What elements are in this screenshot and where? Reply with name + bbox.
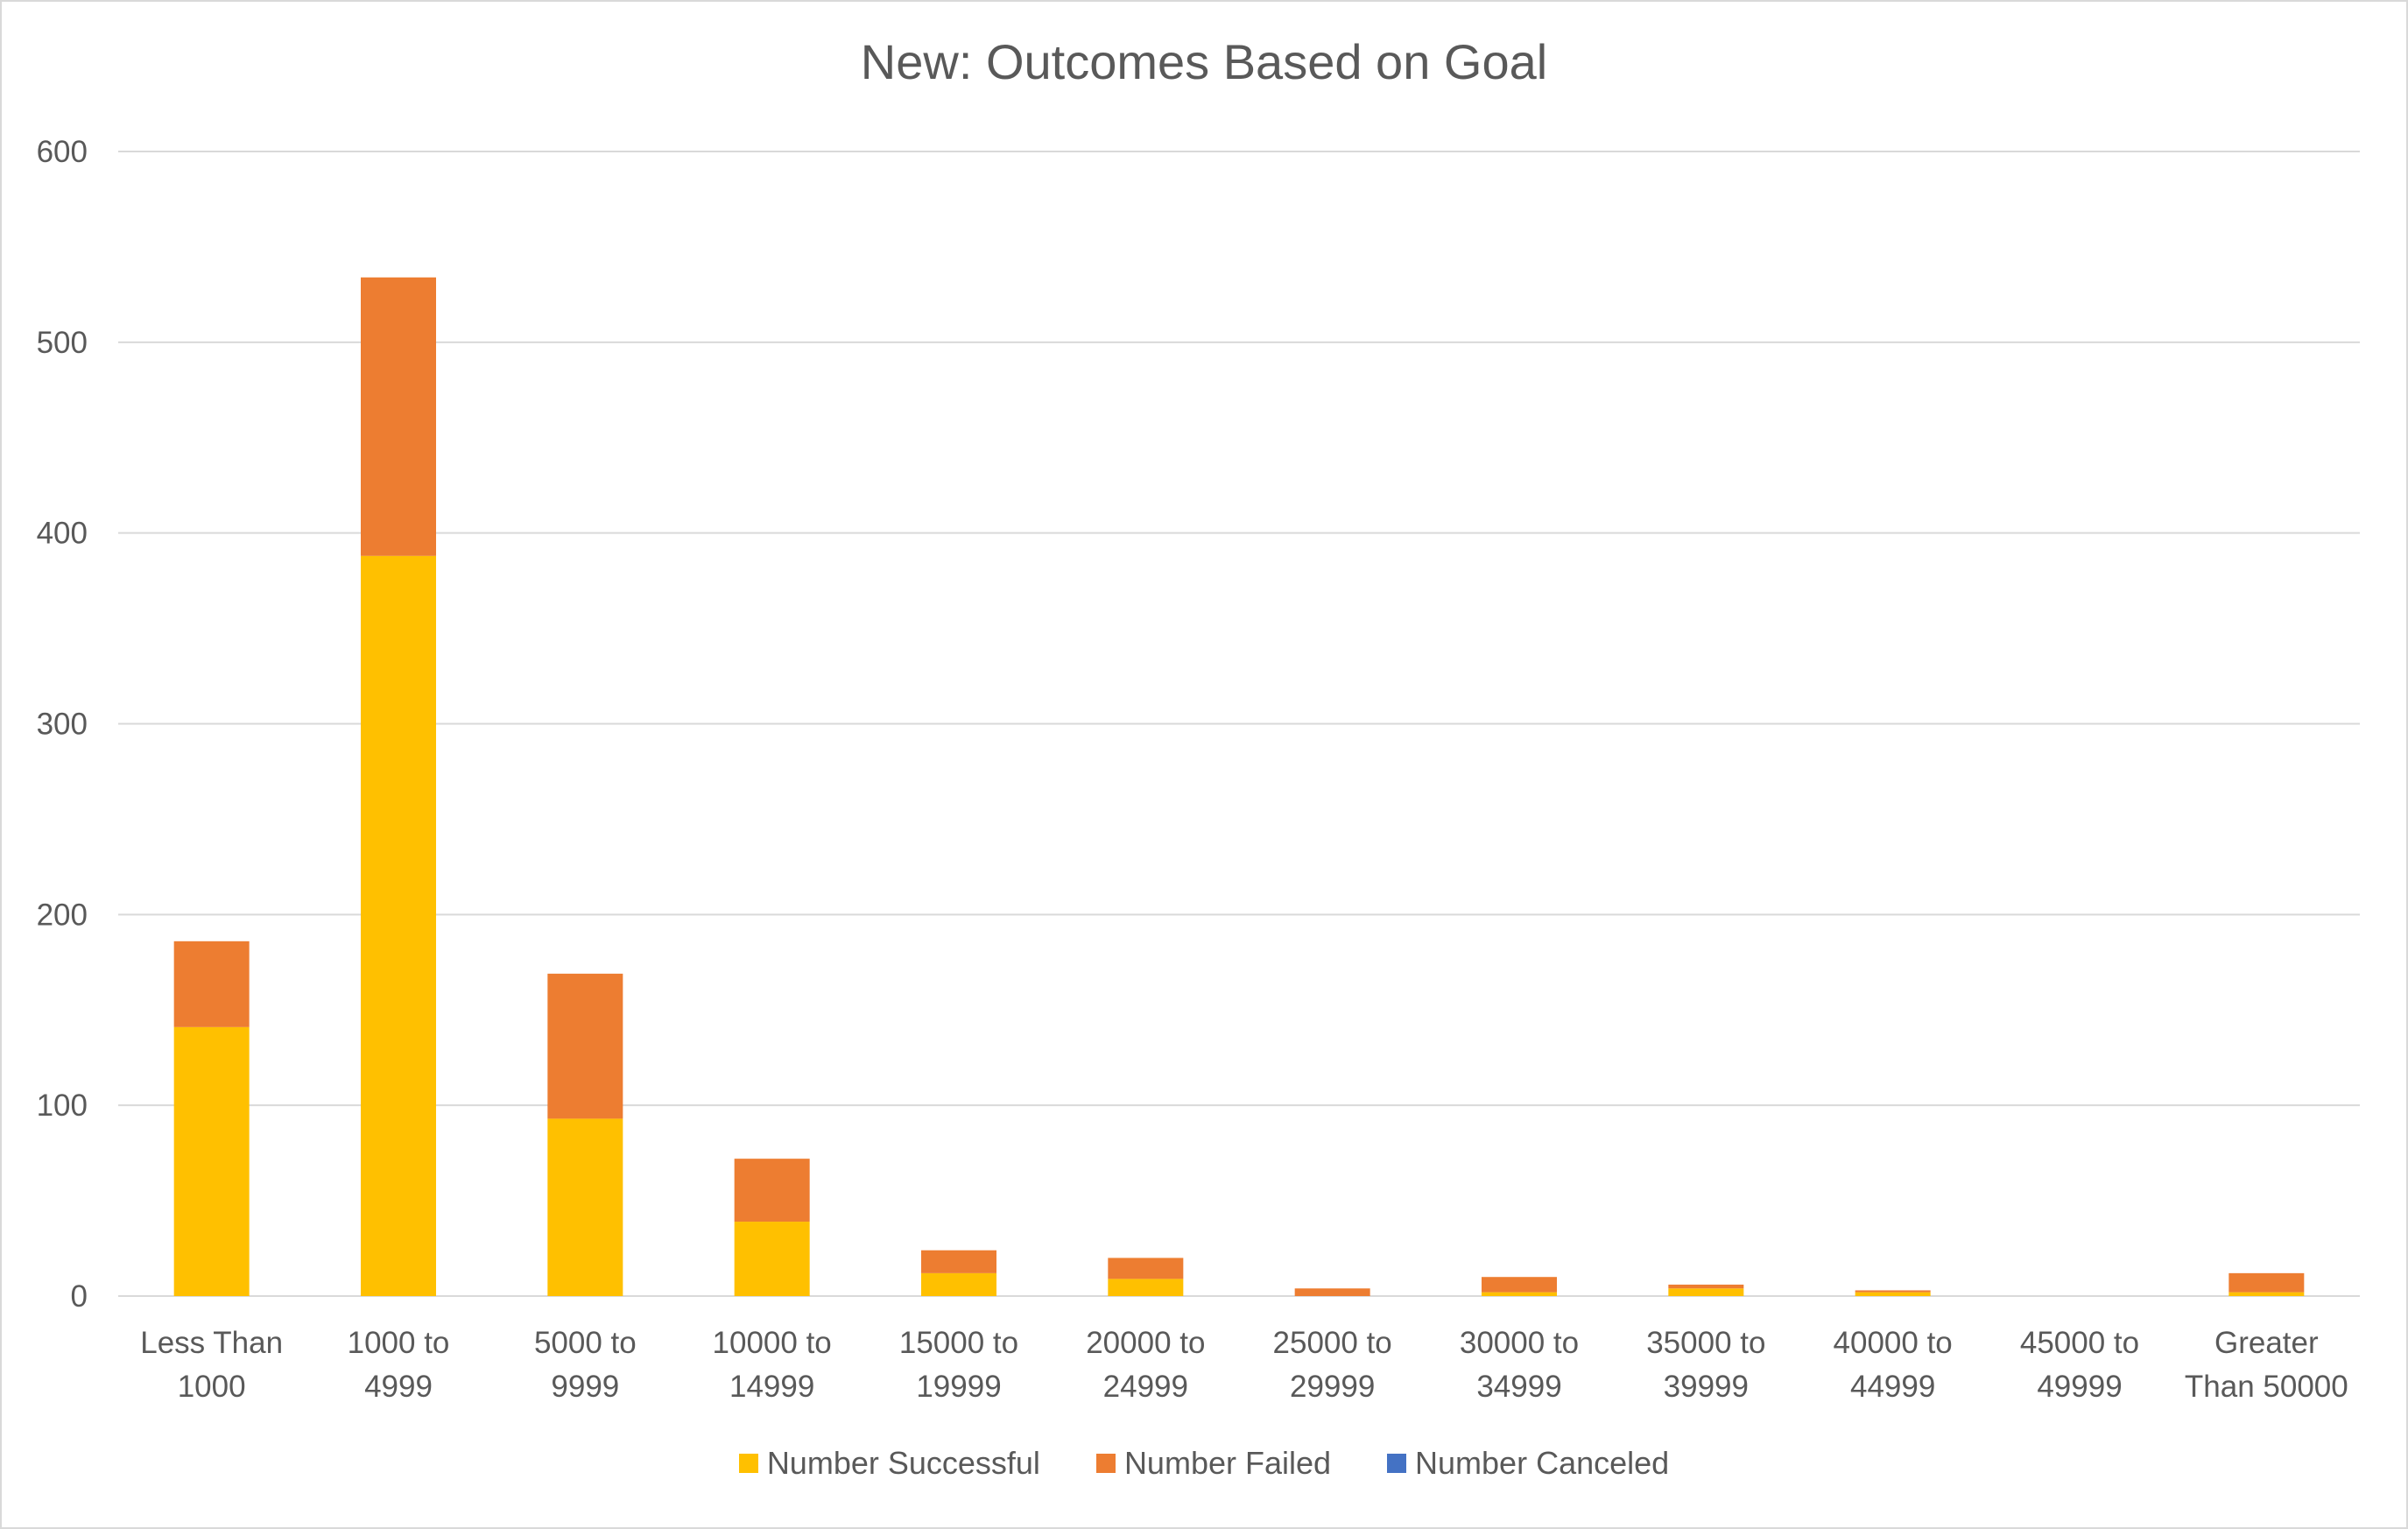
- bar-segment-number-failed: [734, 1159, 810, 1222]
- x-category-label: 4999: [364, 1370, 433, 1404]
- legend-item: Number Successful: [738, 1445, 1040, 1482]
- bar-segment-number-successful: [1482, 1292, 1557, 1296]
- x-category-label: 34999: [1476, 1370, 1561, 1404]
- y-tick-label: 200: [37, 898, 88, 932]
- legend-label: Number Canceled: [1415, 1445, 1670, 1481]
- gridlines: [118, 151, 2360, 1297]
- bar-segment-number-successful: [734, 1222, 810, 1296]
- y-axis-tick-labels: 0 100 200 300 400 500 600: [37, 135, 88, 1314]
- legend-label: Number Successful: [766, 1445, 1040, 1481]
- y-tick-label: 600: [37, 135, 88, 169]
- y-tick-label: 0: [71, 1279, 88, 1314]
- bar-segment-number-failed: [1294, 1288, 1370, 1296]
- x-category-label: 44999: [1850, 1370, 1935, 1404]
- x-category-label: 40000 to: [1834, 1326, 1953, 1360]
- y-tick-label: 300: [37, 708, 88, 742]
- x-category-label: 5000 to: [534, 1326, 637, 1360]
- bars: [173, 277, 2305, 1296]
- legend-item: Number Failed: [1095, 1445, 1332, 1482]
- bar-segment-number-failed: [173, 941, 250, 1027]
- x-category-label: 19999: [916, 1370, 1001, 1404]
- y-tick-label: 100: [37, 1089, 88, 1123]
- y-tick-label: 400: [37, 517, 88, 551]
- bar-segment-number-successful: [1668, 1288, 1744, 1296]
- bar-segment-number-failed: [2228, 1272, 2305, 1293]
- x-category-label: 1000 to: [348, 1326, 450, 1360]
- bar-segment-number-failed: [547, 973, 623, 1119]
- bar-segment-number-failed: [1855, 1290, 1931, 1293]
- chart-title: New: Outcomes Based on Goal: [860, 34, 1548, 89]
- x-category-label: 14999: [729, 1370, 814, 1404]
- x-category-label: Than 50000: [2185, 1370, 2348, 1404]
- x-category-label: 9999: [551, 1370, 619, 1404]
- bar-segment-number-failed: [921, 1250, 996, 1273]
- bar-segment-number-successful: [2228, 1292, 2305, 1296]
- x-category-label: 39999: [1664, 1370, 1749, 1404]
- bar-segment-number-failed: [1108, 1258, 1184, 1279]
- x-category-label: 45000 to: [2020, 1326, 2139, 1360]
- legend-item: Number Canceled: [1387, 1445, 1669, 1482]
- x-axis-category-labels: Less Than 1000 1000 to 4999 5000 to 9999 10000…: [140, 1326, 2348, 1404]
- x-category-label: 49999: [2037, 1370, 2122, 1404]
- bar-segment-number-successful: [921, 1272, 996, 1296]
- x-category-label: 30000 to: [1460, 1326, 1579, 1360]
- x-category-label: Less Than: [140, 1326, 283, 1360]
- legend-swatch: [1095, 1454, 1116, 1473]
- bar-segment-number-successful: [547, 1118, 623, 1296]
- legend-label: Number Failed: [1123, 1445, 1332, 1481]
- x-category-label: 25000 to: [1273, 1326, 1392, 1360]
- legend: Number Successful Number Failed Number Can…: [0, 1445, 2408, 1482]
- x-category-label: 24999: [1103, 1370, 1188, 1404]
- x-category-label: 29999: [1290, 1370, 1375, 1404]
- bar-segment-number-failed: [1482, 1277, 1557, 1293]
- bar-segment-number-successful: [1855, 1292, 1931, 1296]
- x-category-label: Greater: [2214, 1326, 2319, 1360]
- x-category-label: 15000 to: [899, 1326, 1018, 1360]
- bar-segment-number-successful: [173, 1026, 250, 1296]
- bar-segment-number-failed: [1668, 1284, 1744, 1289]
- bar-segment-number-successful: [361, 555, 436, 1296]
- y-tick-label: 500: [37, 326, 88, 360]
- x-category-label: 35000 to: [1646, 1326, 1765, 1360]
- legend-swatch: [738, 1454, 758, 1473]
- legend-swatch: [1387, 1454, 1407, 1473]
- x-category-label: 10000 to: [713, 1326, 832, 1360]
- x-category-label: 20000 to: [1086, 1326, 1205, 1360]
- bar-segment-number-successful: [1108, 1279, 1184, 1296]
- bar-segment-number-failed: [361, 277, 436, 556]
- x-category-label: 1000: [178, 1370, 246, 1404]
